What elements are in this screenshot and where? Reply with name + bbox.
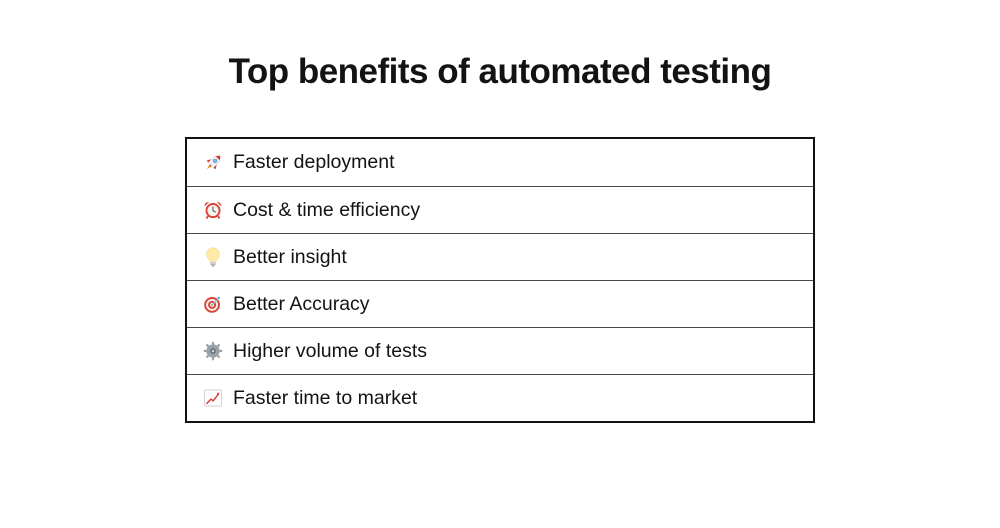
benefit-row-faster-deployment: Faster deployment <box>187 139 813 186</box>
target-icon <box>202 293 224 315</box>
benefit-label: Better Accuracy <box>233 292 370 315</box>
benefit-label: Cost & time efficiency <box>233 198 421 221</box>
benefit-label: Higher volume of tests <box>233 339 428 362</box>
benefit-row-faster-time-to-market: Faster time to market <box>187 374 813 421</box>
benefit-row-better-accuracy: Better Accuracy <box>187 280 813 327</box>
alarm-clock-icon <box>202 199 224 221</box>
gear-icon <box>202 340 224 362</box>
benefit-row-better-insight: Better insight <box>187 233 813 280</box>
benefit-label: Faster time to market <box>233 386 418 409</box>
chart-increasing-icon <box>202 387 224 409</box>
benefit-row-cost-time-efficiency: Cost & time efficiency <box>187 186 813 233</box>
page-title: Top benefits of automated testing <box>228 52 772 91</box>
benefit-row-higher-volume-of-tests: Higher volume of tests <box>187 327 813 374</box>
benefit-label: Faster deployment <box>233 151 395 174</box>
benefits-table: Faster deployment Cost & time efficiency <box>185 137 815 424</box>
rocket-icon <box>202 152 224 174</box>
benefit-label: Better insight <box>233 245 347 268</box>
light-bulb-icon <box>202 246 224 268</box>
